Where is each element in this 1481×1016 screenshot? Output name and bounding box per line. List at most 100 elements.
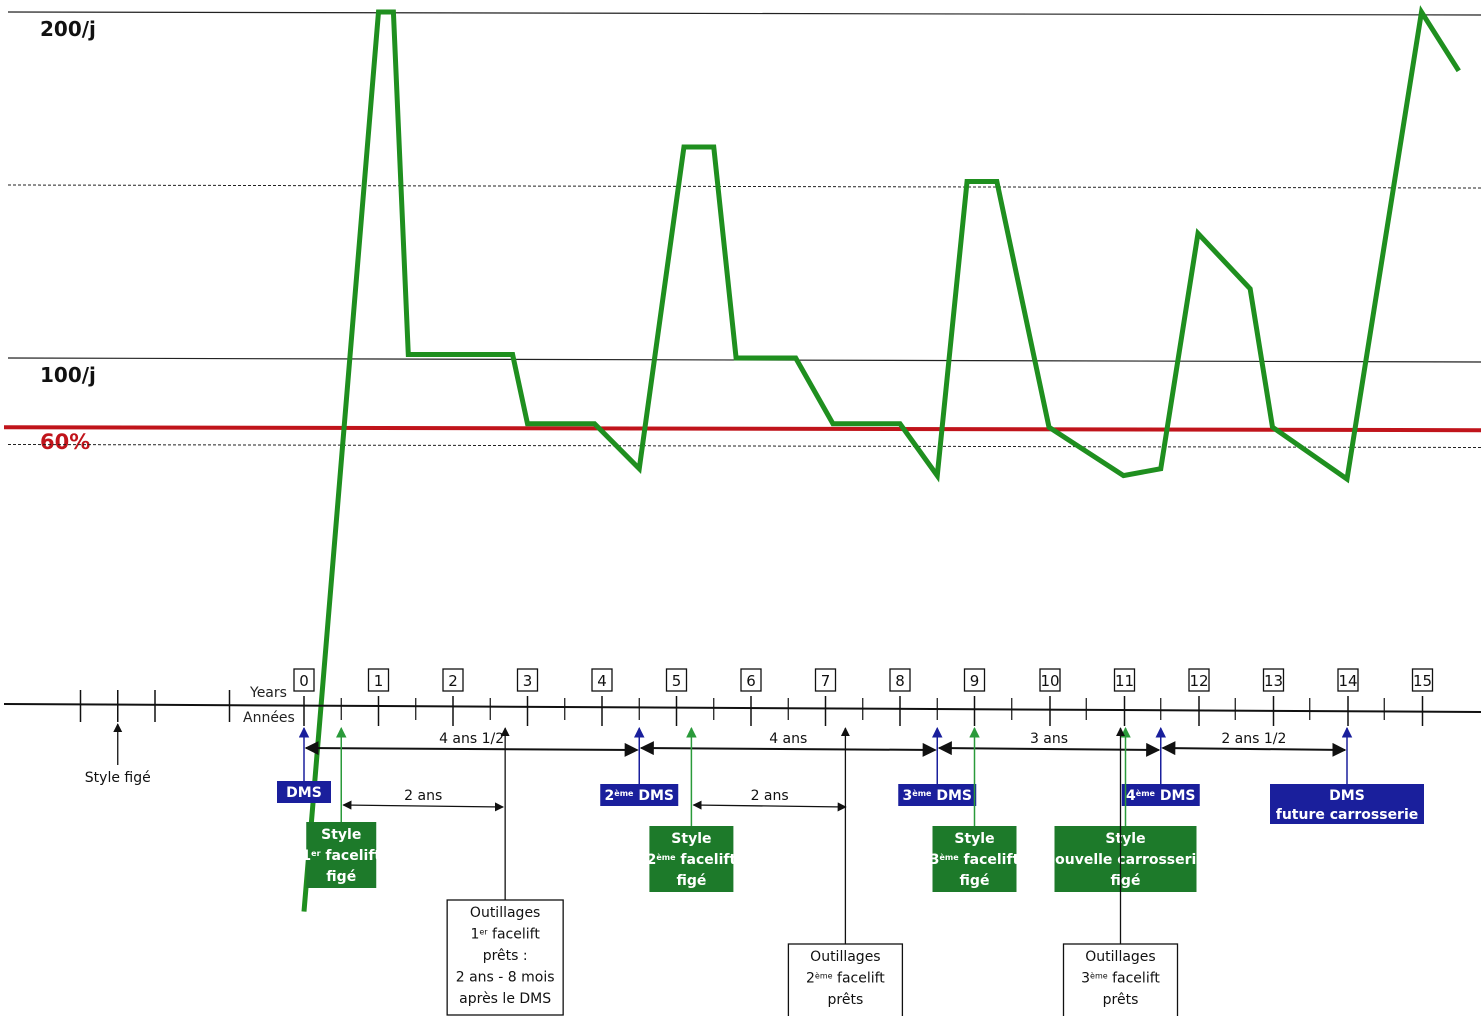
x-tick-box-12 <box>1188 668 1210 692</box>
x-tick-label-8: 8 <box>895 672 905 690</box>
span-arrow-1 <box>639 741 937 757</box>
x-tick-box-3 <box>516 668 539 692</box>
dms-box-text-2-0: 3ème DMS <box>903 788 972 805</box>
x-tick-label-1: 1 <box>374 672 384 690</box>
outillages-box-text-2-2: prêts <box>1103 992 1139 1008</box>
x-tick-box-10 <box>1039 668 1061 692</box>
outillages-box-text-1-2: prêts <box>828 992 864 1008</box>
dms-box-0 <box>277 781 331 803</box>
style-box-text-2-0: Style <box>954 831 994 847</box>
axis-word-annees: Années <box>243 710 295 726</box>
y-level-label-2: 100/j <box>40 363 96 387</box>
style-box-0 <box>306 822 377 888</box>
y-level-label-3: 60% <box>40 430 90 454</box>
x-tick-label-3: 3 <box>523 672 533 690</box>
x-tick-box-15 <box>1411 668 1434 692</box>
x-tick-box-6 <box>740 668 762 692</box>
span-label-0: 4 ans 1/2 <box>439 731 504 747</box>
span-arrow-3 <box>1161 741 1347 757</box>
dms-box-1 <box>600 784 679 806</box>
outillages-box-text-2-0: Outillages <box>1085 949 1155 965</box>
span-arrow-2 <box>937 741 1161 757</box>
y-level-line-1 <box>7 184 1481 189</box>
x-tick-box-0 <box>293 668 315 692</box>
span-arrow-5 <box>692 800 847 812</box>
dms-box-text-4-0: DMS <box>1329 788 1365 804</box>
dms-box-2 <box>898 784 977 806</box>
x-tick-label-13: 13 <box>1264 672 1283 690</box>
x-tick-box-7 <box>814 668 837 692</box>
outillages-box-text-1-0: Outillages <box>810 949 880 965</box>
y-level-line-4 <box>7 444 1481 448</box>
y-level-line-0 <box>7 11 1481 16</box>
x-tick-box-5 <box>665 668 688 692</box>
x-tick-label-12: 12 <box>1189 672 1208 690</box>
dms-box-text-0-0: DMS <box>286 785 322 801</box>
x-tick-box-2 <box>442 668 464 692</box>
dms-box-4 <box>1270 784 1424 824</box>
dms-box-3 <box>1121 784 1200 806</box>
span-label-5: 2 ans <box>751 788 789 804</box>
style-box-text-3-0: Style <box>1105 831 1145 847</box>
style-box-text-0-2: figé <box>326 869 356 885</box>
dms-box-text-4-1: future carrosserie <box>1276 807 1419 823</box>
x-axis-line <box>3 703 1481 713</box>
outillages-box-text-0-1: 1er facelift <box>470 927 540 943</box>
axis-word-years: Years <box>249 685 287 701</box>
style-box-2 <box>932 826 1017 892</box>
outillages-box-text-1-1: 2ème facelift <box>806 970 885 987</box>
style-box-3 <box>1054 826 1197 892</box>
style-box-text-1-2: figé <box>676 873 706 889</box>
y-level-label-0: 200/j <box>40 17 96 41</box>
x-tick-label-5: 5 <box>672 672 682 690</box>
span-label-3: 2 ans 1/2 <box>1221 731 1286 747</box>
span-label-4: 2 ans <box>404 788 442 804</box>
y-level-line-3 <box>3 425 1481 433</box>
style-box-text-2-1: 3ème facelift <box>930 852 1020 869</box>
x-tick-label-10: 10 <box>1040 672 1059 690</box>
style-box-text-0-0: Style <box>321 827 361 843</box>
x-tick-box-9 <box>963 668 986 692</box>
dms-box-text-1-0: 2ème DMS <box>605 788 674 805</box>
annotations: Style figé DMS 2ème DMS 3ème DMS 4ème DMS DMS… <box>85 723 1424 1016</box>
outillages-box-2 <box>1062 943 1179 1016</box>
outillages-box-text-2-1: 3ème facelift <box>1081 970 1160 987</box>
x-tick-label-0: 0 <box>299 672 309 690</box>
x-tick-box-8 <box>889 668 911 692</box>
span-label-2: 3 ans <box>1030 731 1068 747</box>
duration-spans: 4 ans 1/2 4 ans 3 ans 2 ans 1/2 2 ans 2 ans <box>304 731 1347 812</box>
production-curve <box>301 5 1461 912</box>
x-tick-label-14: 14 <box>1338 672 1357 690</box>
span-arrow-0 <box>304 741 639 757</box>
style-box-text-2-2: figé <box>960 873 990 889</box>
dms-box-text-3-0: 4ème DMS <box>1126 788 1195 805</box>
x-tick-label-11: 11 <box>1115 672 1134 690</box>
outillages-box-0 <box>446 899 564 1016</box>
x-tick-box-4 <box>591 668 613 692</box>
outillages-box-text-0-4: après le DMS <box>459 991 551 1007</box>
style-box-text-0-1: 1er facelift <box>301 848 381 864</box>
x-tick-label-4: 4 <box>597 672 607 690</box>
x-tick-label-15: 15 <box>1413 672 1432 690</box>
span-arrow-4 <box>342 800 505 812</box>
style-box-text-1-1: 2ème facelift <box>647 852 737 869</box>
x-tick-label-9: 9 <box>970 672 980 690</box>
x-tick-label-2: 2 <box>448 672 458 690</box>
x-tick-box-14 <box>1337 668 1359 692</box>
x-tick-box-13 <box>1262 668 1285 692</box>
series-line-0 <box>301 5 1461 912</box>
outillages-box-text-0-3: 2 ans - 8 mois <box>456 970 555 986</box>
outillages-box-text-0-2: prêts : <box>483 948 528 964</box>
outillages-box-text-0-0: Outillages <box>470 905 540 921</box>
x-tick-label-7: 7 <box>821 672 831 690</box>
style-box-text-3-2: figé <box>1111 873 1141 889</box>
x-tick-box-1 <box>367 668 390 692</box>
x-tick-box-11 <box>1113 668 1136 692</box>
x-tick-label-6: 6 <box>746 672 756 690</box>
span-label-1: 4 ans <box>769 731 807 747</box>
style-box-text-1-0: Style <box>671 831 711 847</box>
style-fige-label: Style figé <box>85 770 151 786</box>
y-level-lines: 200/j 100/j 60% <box>3 11 1481 454</box>
